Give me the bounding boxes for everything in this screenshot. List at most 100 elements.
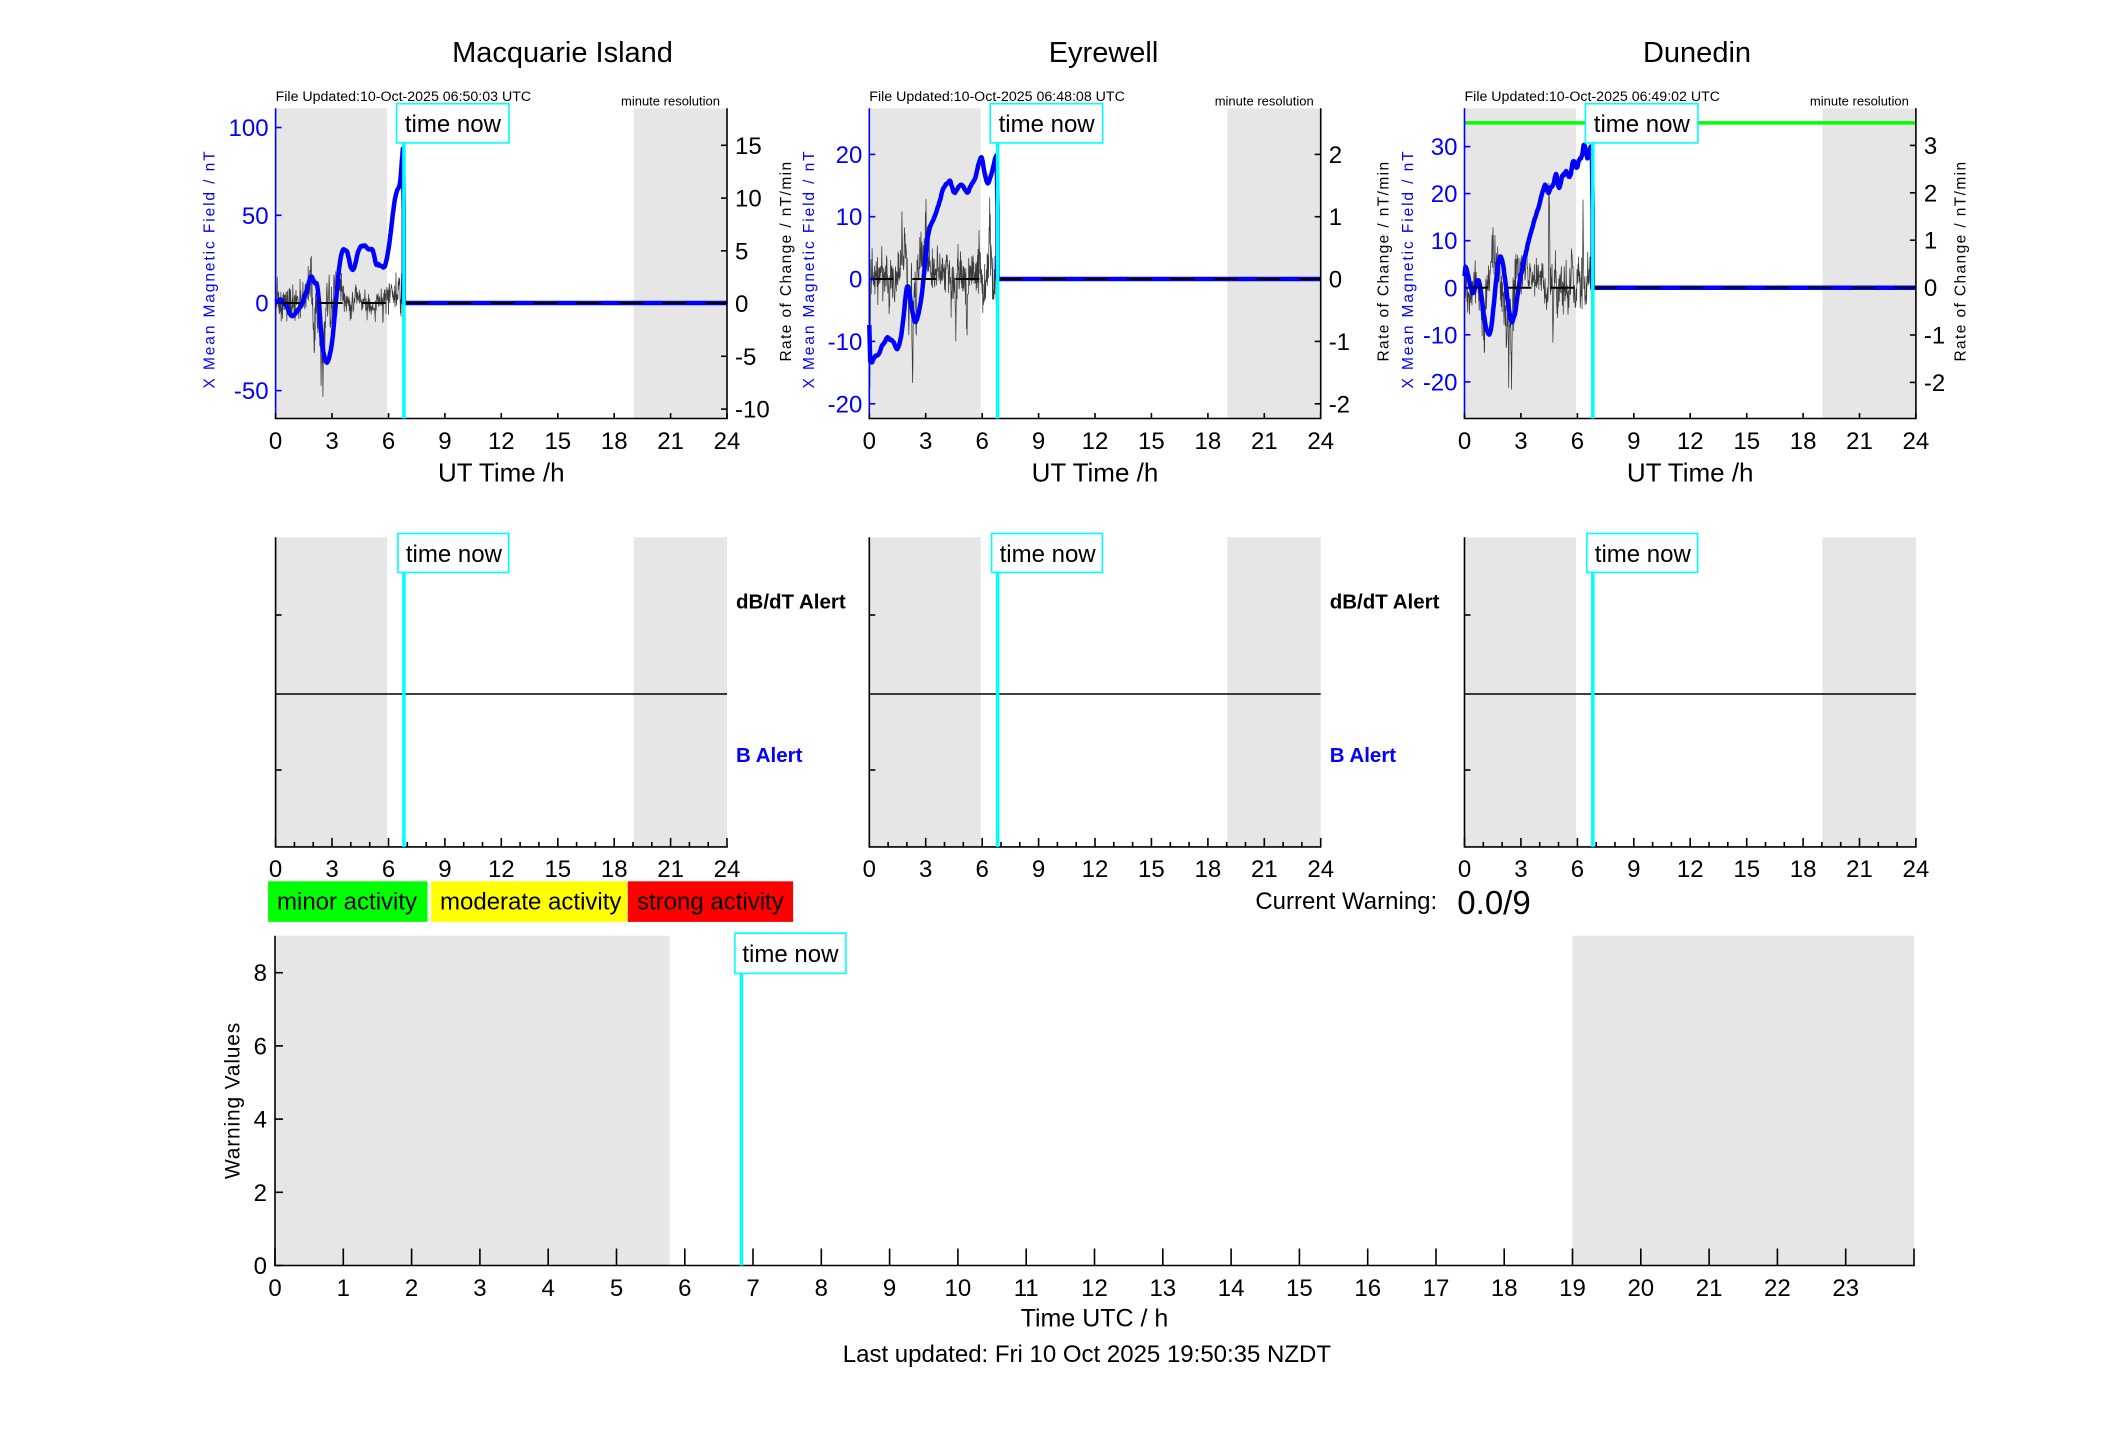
svg-text:B Alert: B Alert: [1330, 744, 1397, 767]
svg-text:16: 16: [1354, 1275, 1381, 1302]
svg-text:-2: -2: [1329, 391, 1350, 418]
svg-text:6: 6: [1571, 856, 1584, 883]
svg-text:9: 9: [1032, 856, 1045, 883]
svg-text:1: 1: [337, 1275, 350, 1302]
svg-text:18: 18: [601, 856, 628, 883]
svg-text:time now: time now: [406, 541, 503, 568]
svg-text:6: 6: [1571, 428, 1584, 455]
svg-text:11: 11: [1014, 1275, 1039, 1302]
svg-text:21: 21: [1846, 856, 1873, 883]
svg-text:0: 0: [863, 856, 876, 883]
svg-text:19: 19: [1559, 1275, 1586, 1302]
svg-text:10: 10: [945, 1275, 972, 1302]
svg-text:2: 2: [1924, 180, 1937, 207]
svg-text:15: 15: [1733, 856, 1760, 883]
svg-text:-2: -2: [1924, 370, 1945, 397]
svg-text:100: 100: [229, 115, 269, 142]
svg-text:0: 0: [268, 1275, 281, 1302]
svg-text:24: 24: [714, 428, 741, 455]
svg-text:time now: time now: [1000, 541, 1097, 568]
svg-text:-10: -10: [1423, 322, 1458, 349]
svg-text:Rate of Change / nT/min: Rate of Change / nT/min: [1376, 160, 1393, 361]
svg-text:minute resolution: minute resolution: [1810, 94, 1909, 109]
svg-text:21: 21: [1696, 1275, 1723, 1302]
svg-text:time now: time now: [999, 111, 1096, 138]
svg-text:12: 12: [488, 428, 515, 455]
svg-text:2: 2: [405, 1275, 418, 1302]
svg-text:18: 18: [1790, 856, 1817, 883]
svg-text:0: 0: [1924, 275, 1937, 302]
svg-text:-10: -10: [828, 329, 863, 356]
svg-text:15: 15: [544, 856, 571, 883]
svg-text:5: 5: [735, 238, 748, 265]
svg-text:6: 6: [678, 1275, 691, 1302]
svg-text:8: 8: [815, 1275, 828, 1302]
svg-text:21: 21: [657, 428, 684, 455]
svg-text:20: 20: [1431, 181, 1458, 208]
svg-text:File Updated:10-Oct-2025 06:49: File Updated:10-Oct-2025 06:49:02 UTC: [1465, 89, 1721, 105]
svg-text:-5: -5: [735, 344, 756, 371]
svg-text:File Updated:10-Oct-2025 06:50: File Updated:10-Oct-2025 06:50:03 UTC: [276, 89, 532, 105]
svg-text:4: 4: [254, 1107, 267, 1134]
svg-text:2: 2: [254, 1180, 267, 1207]
svg-text:9: 9: [438, 856, 451, 883]
svg-text:3: 3: [1514, 856, 1527, 883]
svg-text:strong activity: strong activity: [637, 888, 784, 915]
svg-text:0: 0: [1458, 428, 1471, 455]
svg-text:50: 50: [242, 203, 269, 230]
svg-text:0: 0: [1329, 267, 1342, 294]
svg-text:24: 24: [714, 856, 741, 883]
svg-text:0: 0: [269, 428, 282, 455]
svg-text:6: 6: [382, 856, 395, 883]
svg-text:moderate activity: moderate activity: [440, 888, 621, 915]
svg-text:24: 24: [1903, 856, 1930, 883]
svg-text:22: 22: [1764, 1275, 1791, 1302]
svg-text:15: 15: [544, 428, 571, 455]
svg-text:time now: time now: [405, 111, 502, 138]
svg-text:15: 15: [1138, 428, 1165, 455]
svg-text:-10: -10: [735, 397, 770, 424]
svg-text:10: 10: [836, 204, 863, 231]
svg-text:21: 21: [1846, 428, 1873, 455]
svg-text:0.0/9: 0.0/9: [1457, 884, 1530, 921]
svg-text:21: 21: [1251, 856, 1278, 883]
svg-text:minor activity: minor activity: [277, 888, 417, 915]
svg-text:3: 3: [473, 1275, 486, 1302]
svg-text:9: 9: [438, 428, 451, 455]
svg-text:-20: -20: [1423, 369, 1458, 396]
svg-text:6: 6: [382, 428, 395, 455]
svg-text:1: 1: [1924, 228, 1937, 255]
svg-text:17: 17: [1423, 1275, 1450, 1302]
svg-text:-20: -20: [828, 391, 863, 418]
svg-text:8: 8: [254, 960, 267, 987]
svg-text:12: 12: [1081, 1275, 1108, 1302]
svg-text:Macquarie Island: Macquarie Island: [452, 37, 673, 69]
svg-text:dB/dT Alert: dB/dT Alert: [1330, 590, 1440, 613]
svg-text:15: 15: [1733, 428, 1760, 455]
svg-text:Eyrewell: Eyrewell: [1049, 37, 1159, 69]
svg-text:minute resolution: minute resolution: [621, 94, 720, 109]
svg-text:4: 4: [542, 1275, 555, 1302]
svg-text:Rate of Change / nT/min: Rate of Change / nT/min: [778, 160, 795, 361]
svg-text:20: 20: [1627, 1275, 1654, 1302]
svg-text:12: 12: [1677, 428, 1704, 455]
svg-text:UT Time /h: UT Time /h: [1032, 458, 1159, 488]
svg-text:3: 3: [919, 428, 932, 455]
svg-text:-1: -1: [1329, 329, 1350, 356]
svg-text:14: 14: [1218, 1275, 1245, 1302]
svg-text:6: 6: [254, 1033, 267, 1060]
svg-text:18: 18: [1491, 1275, 1518, 1302]
svg-text:10: 10: [1431, 228, 1458, 255]
svg-text:X Mean Magnetic Field / nT: X Mean Magnetic Field / nT: [1400, 150, 1417, 389]
svg-text:24: 24: [1307, 856, 1334, 883]
svg-text:9: 9: [1032, 428, 1045, 455]
svg-text:-50: -50: [234, 378, 269, 405]
svg-text:9: 9: [1627, 856, 1640, 883]
svg-text:15: 15: [1286, 1275, 1313, 1302]
svg-text:12: 12: [488, 856, 515, 883]
svg-text:3: 3: [325, 428, 338, 455]
svg-text:12: 12: [1082, 428, 1109, 455]
svg-text:3: 3: [325, 856, 338, 883]
svg-text:12: 12: [1082, 856, 1109, 883]
svg-text:time now: time now: [1594, 111, 1691, 138]
